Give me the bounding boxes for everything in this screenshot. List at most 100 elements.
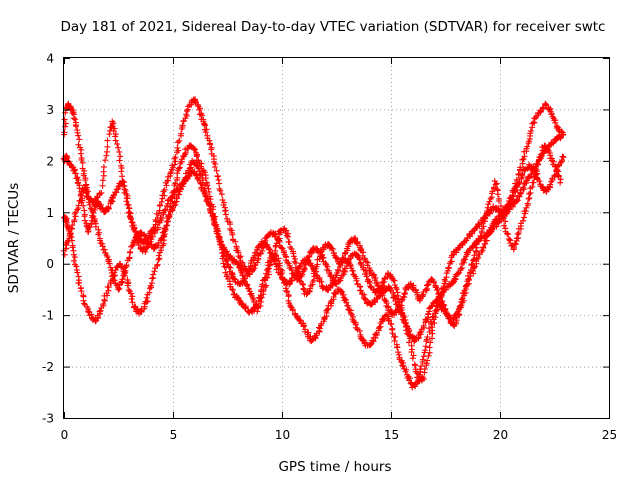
data-point — [522, 178, 529, 185]
data-point — [75, 132, 82, 139]
data-point — [395, 349, 402, 356]
data-point — [371, 298, 378, 305]
data-point — [214, 173, 221, 180]
data-point — [357, 260, 364, 267]
data-point — [174, 144, 181, 151]
data-point — [191, 97, 198, 104]
data-point — [183, 108, 190, 115]
data-point — [356, 256, 363, 263]
data-point — [129, 299, 136, 306]
data-point — [366, 278, 373, 285]
data-point — [254, 259, 261, 266]
data-point — [420, 353, 427, 360]
data-point — [119, 178, 126, 185]
data-point — [81, 217, 88, 224]
data-point — [389, 330, 396, 337]
data-point — [143, 294, 150, 301]
data-point — [524, 143, 531, 150]
data-point — [130, 224, 137, 231]
data-point — [70, 257, 77, 264]
data-point — [115, 144, 122, 151]
data-point — [266, 245, 273, 252]
data-point — [531, 115, 538, 122]
data-point — [514, 197, 521, 204]
data-point — [149, 275, 156, 282]
data-point — [391, 282, 398, 289]
data-point — [96, 308, 103, 315]
data-point — [71, 254, 78, 261]
data-point — [552, 119, 559, 126]
data-point — [117, 153, 124, 160]
data-point — [220, 201, 227, 208]
data-point — [423, 336, 430, 343]
data-point — [119, 173, 126, 180]
data-point — [520, 155, 527, 162]
data-point — [284, 259, 291, 266]
data-point — [286, 238, 293, 245]
data-point — [514, 231, 521, 238]
data-point — [100, 164, 107, 171]
data-point — [127, 215, 134, 222]
data-point — [113, 189, 120, 196]
data-point — [79, 159, 86, 166]
data-point — [418, 363, 425, 370]
data-point — [78, 156, 85, 163]
data-point — [557, 135, 564, 142]
data-point — [77, 285, 84, 292]
data-point — [158, 215, 165, 222]
data-point — [161, 186, 168, 193]
data-point — [97, 201, 104, 208]
data-point — [155, 210, 162, 217]
data-point — [150, 271, 157, 278]
data-point — [318, 278, 325, 285]
data-point — [520, 214, 527, 221]
data-point — [309, 249, 316, 256]
data-point — [78, 288, 85, 295]
x-axis-title: GPS time / hours — [278, 459, 391, 475]
data-point — [405, 339, 412, 346]
x-tick-labels: 0 5 10 15 20 25 — [61, 428, 617, 442]
y-tick-label: -2 — [42, 360, 54, 374]
data-point — [392, 284, 399, 291]
x-tick-label: 15 — [384, 428, 399, 442]
data-point — [69, 110, 76, 117]
data-point — [167, 170, 174, 177]
data-point — [100, 301, 107, 308]
data-point — [112, 137, 119, 144]
data-point — [61, 251, 68, 258]
data-point — [120, 182, 127, 189]
data-point — [70, 115, 77, 122]
data-point — [80, 297, 87, 304]
data-point — [392, 333, 399, 340]
data-point — [309, 262, 316, 269]
data-point — [86, 224, 93, 231]
data-point — [392, 298, 399, 305]
data-point — [422, 343, 429, 350]
data-point — [494, 191, 501, 198]
y-tick-label: 2 — [46, 154, 54, 168]
data-point — [110, 192, 117, 199]
y-tick-labels: -3 -2 -1 0 1 2 3 4 — [42, 52, 54, 426]
data-point — [560, 132, 567, 139]
data-point — [353, 277, 360, 284]
data-point — [61, 129, 68, 136]
data-point — [81, 300, 88, 307]
data-point — [128, 219, 135, 226]
data-point — [62, 123, 69, 130]
data-point — [105, 204, 112, 211]
data-point — [216, 180, 223, 187]
chart-title: Day 181 of 2021, Sidereal Day-to-day VTE… — [61, 19, 606, 35]
data-point — [105, 284, 112, 291]
data-point — [222, 207, 229, 214]
data-points — [60, 96, 567, 391]
data-point — [160, 188, 167, 195]
y-tick-label: 0 — [46, 257, 54, 271]
data-point — [412, 362, 419, 369]
data-point — [124, 282, 131, 289]
data-point — [161, 192, 168, 199]
data-point — [557, 179, 564, 186]
data-point — [375, 293, 382, 300]
data-point — [174, 139, 181, 146]
y-tick-label: -3 — [42, 412, 54, 426]
data-point — [132, 228, 139, 235]
